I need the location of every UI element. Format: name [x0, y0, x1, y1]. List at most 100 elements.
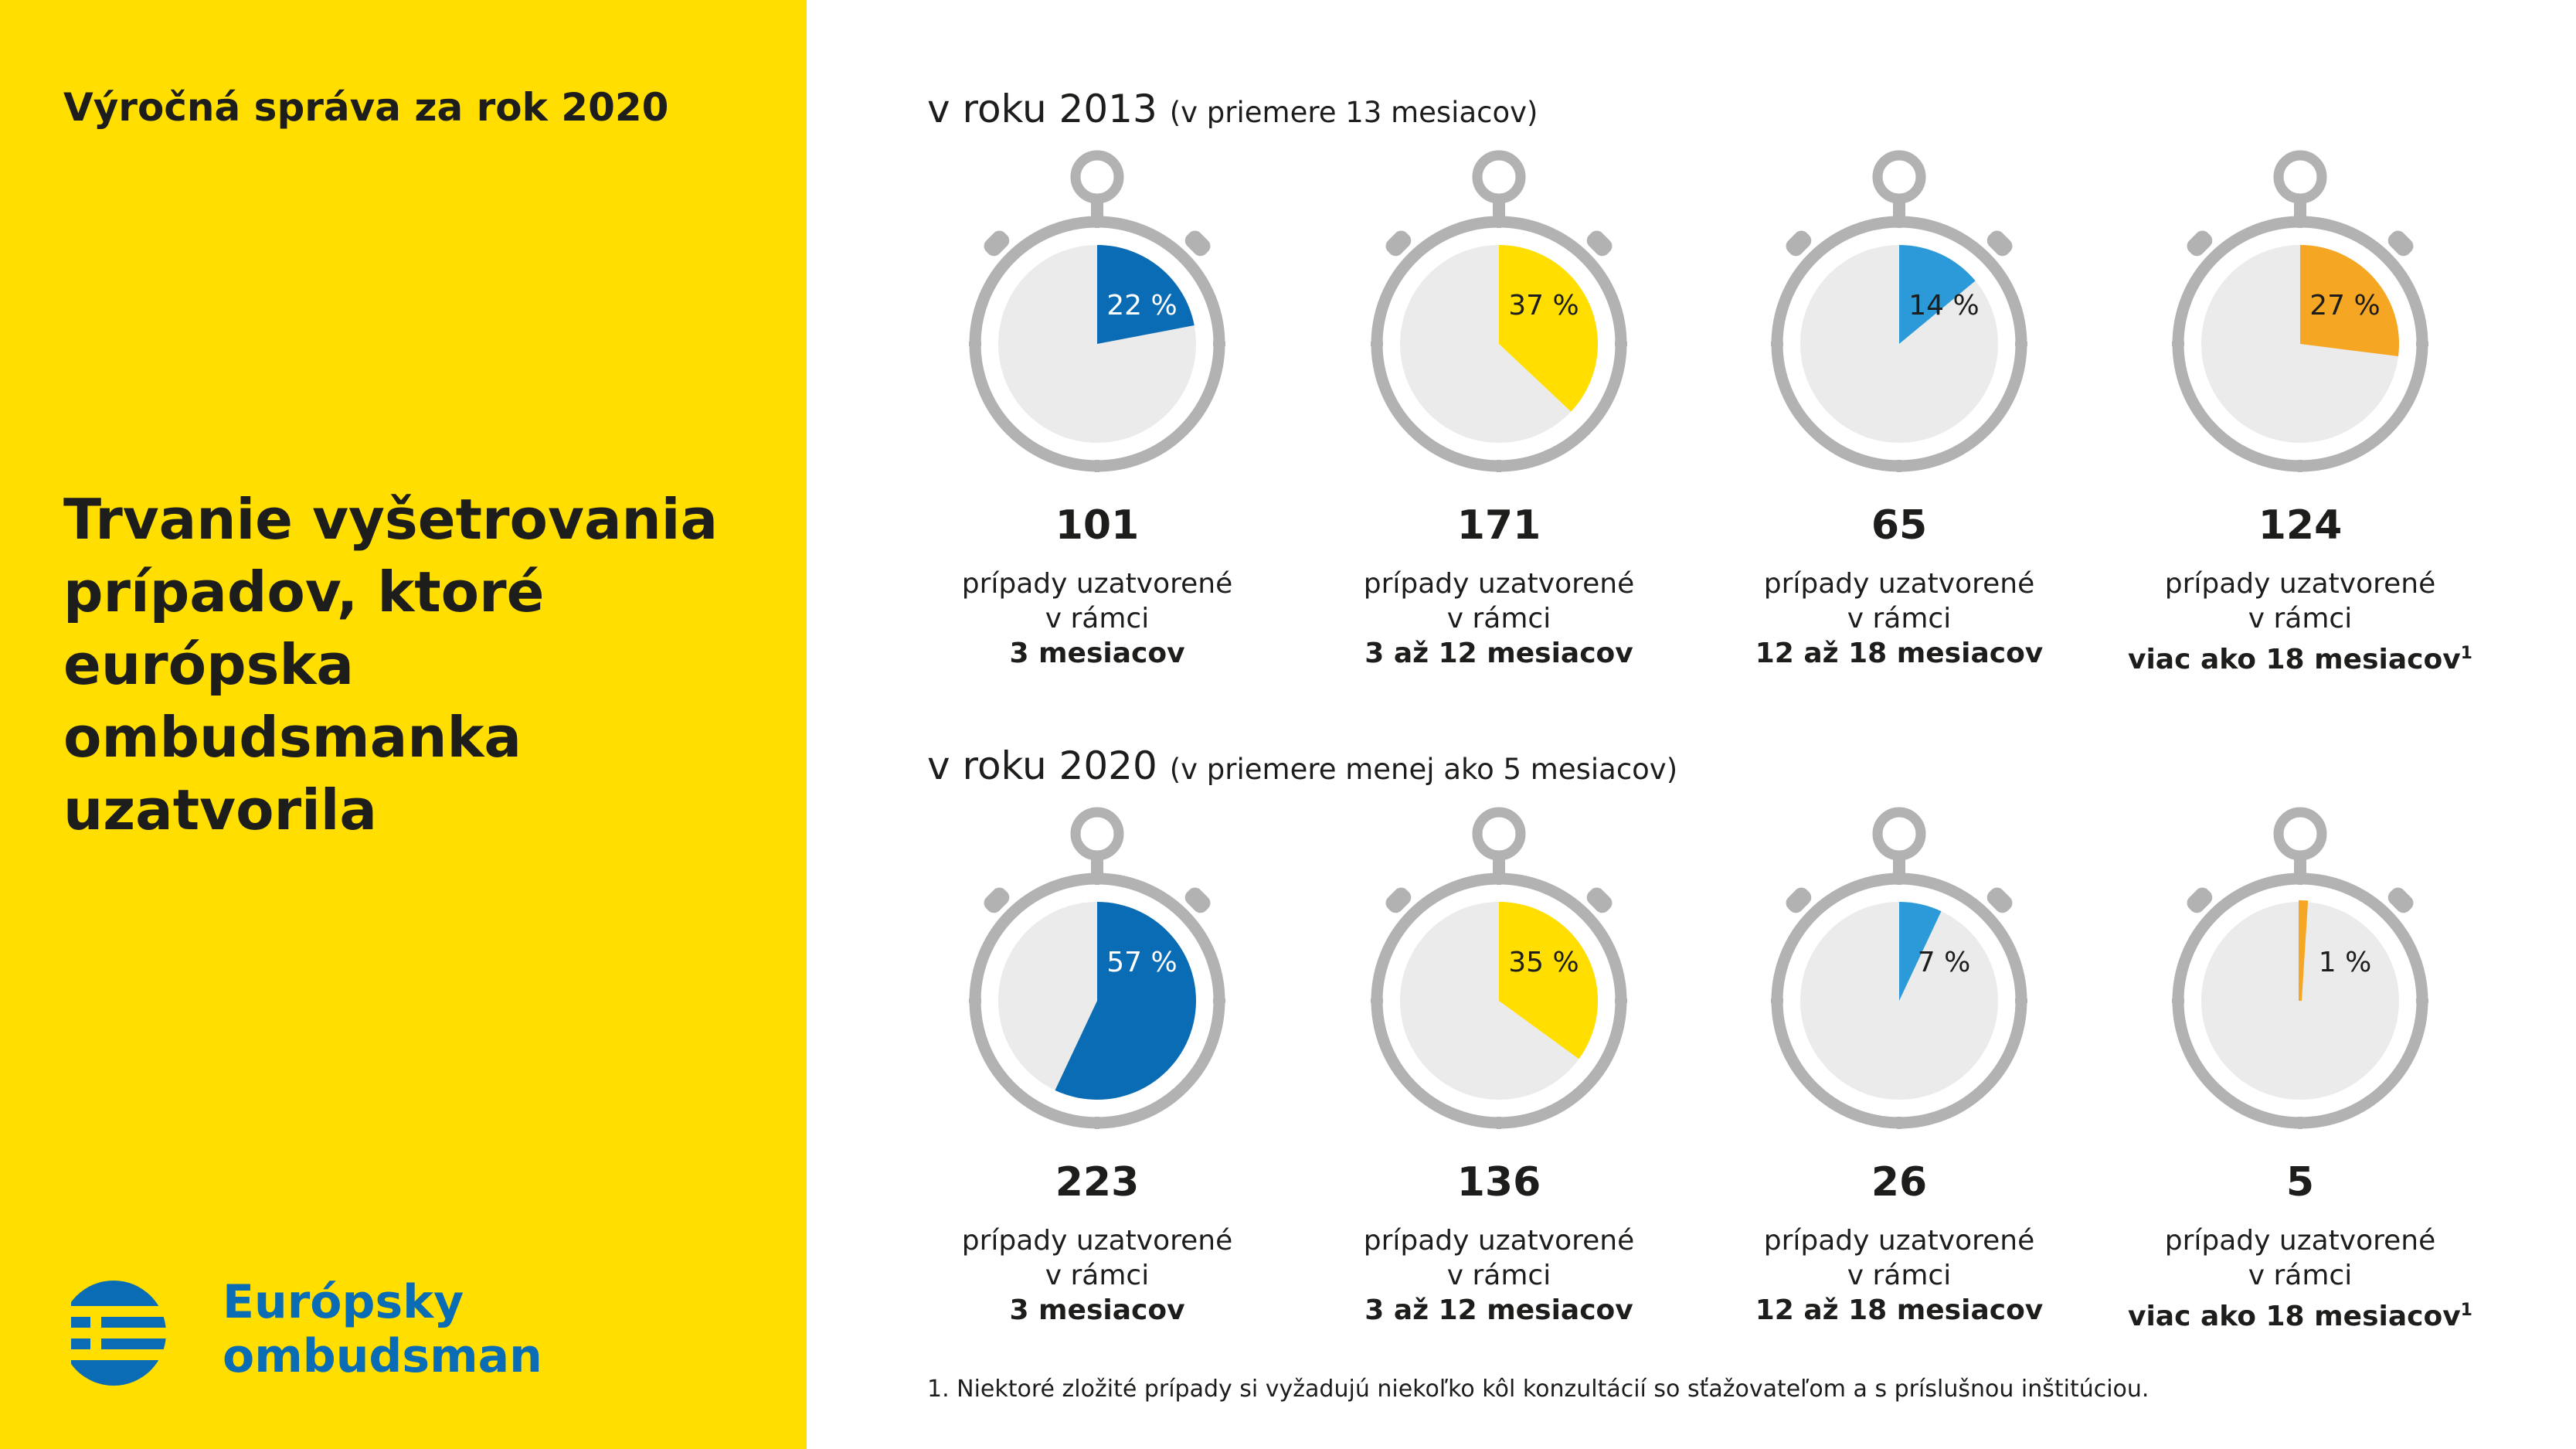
stopwatch-1-3: 1 % — [2172, 807, 2428, 1129]
stopwatch-button-icon — [2387, 887, 2414, 913]
case-count: 124 — [2258, 502, 2343, 549]
pie-slice — [2300, 245, 2399, 357]
pie-slice — [1899, 902, 1942, 1001]
pie-percent-label: 37 % — [1508, 290, 1579, 321]
pie-percent-label: 1 % — [2319, 947, 2372, 978]
caption-line1: prípady uzatvorené — [1763, 568, 2035, 600]
stopwatch-button-icon — [1786, 887, 1812, 913]
stopwatch-crown-icon — [2273, 807, 2327, 861]
pie-slice — [1899, 245, 1976, 344]
pie-slice — [1499, 902, 1598, 1060]
stopwatch-0-1: 37 % — [1371, 150, 1627, 472]
section-heading-2013-subtitle: (v priemere 13 mesiacov) — [1169, 96, 1538, 129]
caption-line1: prípady uzatvorené — [1363, 1225, 1635, 1257]
footnote-mark: 1 — [2460, 1301, 2472, 1320]
caption-line2: v rámci — [1446, 1260, 1551, 1291]
case-caption: prípady uzatvorené v rámci 3 mesiacov — [896, 1223, 1298, 1328]
ombudsman-logo-icon — [56, 1275, 172, 1391]
caption-line2: v rámci — [2248, 1260, 2353, 1291]
caption-line1: prípady uzatvorené — [1763, 1225, 2035, 1257]
stopwatch-button-icon — [2187, 887, 2213, 913]
caption-line2: v rámci — [2248, 603, 2353, 634]
caption-line2: v rámci — [1847, 603, 1952, 634]
logo-text: Európsky ombudsman — [223, 1275, 542, 1383]
case-count: 65 — [1871, 502, 1928, 549]
stopwatch-button-icon — [984, 230, 1010, 257]
caption-period: 3 až 12 mesiacov — [1364, 1294, 1633, 1326]
pie-percent-label: 57 % — [1106, 947, 1177, 978]
case-caption: prípady uzatvorené v rámci 3 mesiacov — [896, 566, 1298, 671]
caption-line1: prípady uzatvorené — [961, 1225, 1233, 1257]
case-caption: prípady uzatvorené v rámci 3 až 12 mesiaco… — [1298, 566, 1700, 671]
stopwatch-button-icon — [1385, 887, 1412, 913]
case-count: 171 — [1456, 502, 1541, 549]
stopwatch-1-0: 57 % — [969, 807, 1225, 1129]
stopwatch-button-icon — [2387, 230, 2414, 257]
caption-period: 12 až 18 mesiacov — [1755, 638, 2044, 669]
stopwatch-button-icon — [2187, 230, 2213, 257]
pie-slice — [1097, 245, 1195, 344]
caption-line2: v rámci — [1045, 603, 1150, 634]
stopwatch-button-icon — [1986, 887, 2013, 913]
caption-line1: prípady uzatvorené — [961, 568, 1233, 600]
case-caption: prípady uzatvorené v rámci viac ako 18 mes… — [2099, 1223, 2501, 1334]
caption-line1: prípady uzatvorené — [2164, 568, 2436, 600]
stopwatch-button-icon — [1586, 230, 1613, 257]
section-heading-2020: v roku 2020 (v priemere menej ako 5 mesi… — [927, 743, 1677, 788]
stopwatch-1-1: 35 % — [1371, 807, 1627, 1129]
section-heading-2013-title: v roku 2013 — [927, 87, 1157, 131]
pie-slice — [2299, 900, 2309, 1002]
pie-slice — [1499, 245, 1598, 412]
case-caption: prípady uzatvorené v rámci viac ako 18 mes… — [2099, 566, 2501, 677]
stopwatch-crown-icon — [2273, 150, 2327, 204]
main-title: Trvanie vyšetrovania prípadov, ktoré eur… — [63, 487, 719, 842]
case-caption: prípady uzatvorené v rámci 12 až 18 mesiac… — [1698, 1223, 2100, 1328]
caption-line2: v rámci — [1847, 1260, 1952, 1291]
stopwatch-button-icon — [1586, 887, 1613, 913]
pie-percent-label: 35 % — [1508, 947, 1579, 978]
footnote: 1. Niektoré zložité prípady si vyžadujú … — [927, 1376, 2149, 1403]
caption-period: 3 mesiacov — [1009, 638, 1185, 669]
logo-line1: Európsky — [223, 1275, 464, 1329]
caption-line1: prípady uzatvorené — [2164, 1225, 2436, 1257]
stopwatch-crown-icon — [1472, 150, 1526, 204]
stopwatch-button-icon — [1385, 230, 1412, 257]
sidebar: Výročná správa za rok 2020 Trvanie vyšet… — [0, 0, 807, 1449]
caption-line2: v rámci — [1446, 603, 1551, 634]
pie-percent-label: 14 % — [1908, 290, 1979, 321]
stopwatch-crown-icon — [1070, 150, 1124, 204]
stopwatch-0-3: 27 % — [2172, 150, 2428, 472]
footnote-mark: 1 — [2460, 644, 2472, 663]
pie-slice — [1055, 902, 1197, 1100]
stopwatch-1-2: 7 % — [1771, 807, 2027, 1129]
stopwatch-crown-icon — [1872, 807, 1926, 861]
pie-percent-label: 22 % — [1106, 290, 1177, 321]
stopwatch-button-icon — [1184, 230, 1211, 257]
stopwatch-button-icon — [984, 887, 1010, 913]
stopwatch-button-icon — [1986, 230, 2013, 257]
caption-period: 12 až 18 mesiacov — [1755, 1294, 2044, 1326]
stopwatch-crown-icon — [1472, 807, 1526, 861]
case-count: 26 — [1871, 1159, 1928, 1206]
section-heading-2020-subtitle: (v priemere menej ako 5 mesiacov) — [1169, 753, 1678, 786]
case-caption: prípady uzatvorené v rámci 12 až 18 mesiac… — [1698, 566, 2100, 671]
case-count: 101 — [1055, 502, 1140, 549]
caption-period: 3 až 12 mesiacov — [1364, 638, 1633, 669]
case-caption: prípady uzatvorené v rámci 3 až 12 mesiaco… — [1298, 1223, 1700, 1328]
pie-percent-label: 27 % — [2309, 290, 2380, 321]
caption-period: 3 mesiacov — [1009, 1294, 1185, 1326]
report-title: Výročná správa za rok 2020 — [63, 85, 669, 130]
logo-line2: ombudsman — [223, 1329, 542, 1383]
section-heading-2013: v roku 2013 (v priemere 13 mesiacov) — [927, 87, 1538, 131]
case-count: 136 — [1456, 1159, 1541, 1206]
caption-line2: v rámci — [1045, 1260, 1150, 1291]
caption-line1: prípady uzatvorené — [1363, 568, 1635, 600]
case-count: 5 — [2285, 1159, 2315, 1206]
section-heading-2020-title: v roku 2020 — [927, 743, 1157, 788]
case-count: 223 — [1055, 1159, 1140, 1206]
stopwatch-crown-icon — [1070, 807, 1124, 861]
stopwatch-button-icon — [1184, 887, 1211, 913]
stopwatch-0-2: 14 % — [1771, 150, 2027, 472]
